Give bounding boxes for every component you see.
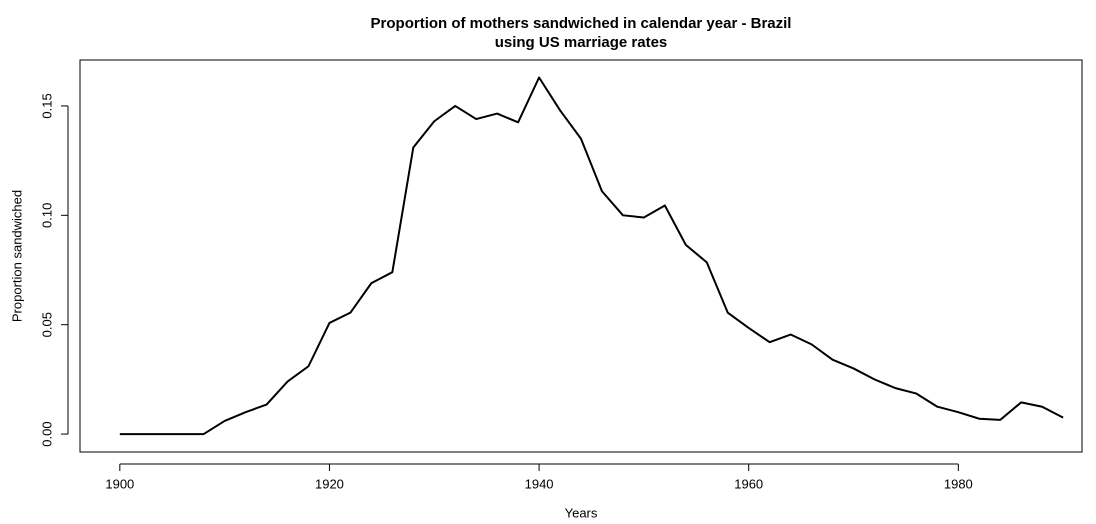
x-tick-label: 1940 xyxy=(525,476,554,491)
x-tick-label: 1900 xyxy=(105,476,134,491)
x-axis-label: Years xyxy=(565,505,598,520)
plot-box xyxy=(79,59,1083,453)
y-tick-label: 0.05 xyxy=(39,312,54,337)
data-line xyxy=(119,76,1064,436)
x-tick-label: 1980 xyxy=(944,476,973,491)
chart-subtitle: using US marriage rates xyxy=(495,34,668,51)
y-axis-label: Proportion sandwiched xyxy=(9,190,24,322)
y-tick-label: 0.00 xyxy=(39,421,54,446)
chart-title: Proportion of mothers sandwiched in cale… xyxy=(371,15,792,32)
y-tick-label: 0.15 xyxy=(39,93,54,118)
y-tick-label: 0.10 xyxy=(39,203,54,228)
x-tick-label: 1920 xyxy=(315,476,344,491)
x-tick-label: 1960 xyxy=(734,476,763,491)
